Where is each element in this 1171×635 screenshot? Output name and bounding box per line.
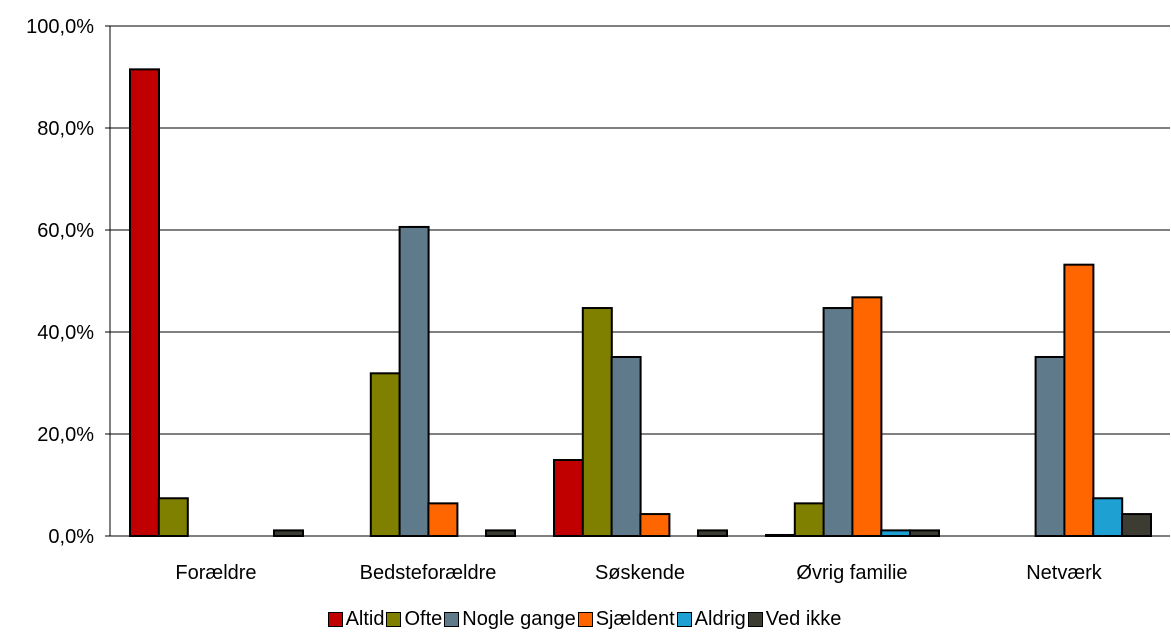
legend: Altid Ofte Nogle gange Sjældent Aldrig Ved ik… [0, 604, 1171, 634]
bar-ved-ikke [909, 529, 940, 538]
bar-nogle-gange [822, 307, 854, 537]
bar-ofte [157, 497, 189, 538]
y-tick-label: 20,0% [37, 424, 94, 446]
bar-nogle-gange [1034, 355, 1066, 537]
y-tick-label: 60,0% [37, 220, 94, 242]
bar-altid [553, 459, 584, 538]
bar-aldrig [1092, 497, 1124, 538]
x-tick-label: Forældre [175, 562, 256, 584]
bar-ofte [369, 372, 401, 537]
legend-swatch [577, 611, 593, 627]
legend-swatch [327, 611, 343, 627]
x-tick-label: Netværk [1026, 562, 1103, 584]
legend-item: Sjældent [577, 607, 675, 631]
bar-chart-svg: 0,0% 20,0% 40,0% 60,0% 80,0% 100,0% Forældre Be… [26, 16, 1170, 584]
bar-nogle-gange [398, 225, 430, 537]
bar-sjældent [1063, 263, 1095, 537]
bar-ved-ikke [485, 529, 516, 538]
bar-nogle-gange [610, 355, 642, 537]
bar-sjældent [851, 296, 883, 537]
legend-swatch [676, 611, 692, 627]
legend-label: Ved ikke [765, 607, 842, 630]
legend-item: Altid [327, 607, 385, 631]
legend-swatch [444, 611, 460, 627]
bar-ofte [793, 502, 825, 537]
legend-swatch [386, 611, 402, 627]
bar-ved-ikke [697, 529, 728, 538]
x-tick-label: Bedsteforældre [360, 562, 497, 584]
bar-ved-ikke [273, 529, 304, 538]
legend-item: Ved ikke [747, 607, 842, 631]
legend-item: Nogle gange [444, 607, 576, 631]
bar-ofte [581, 307, 613, 537]
bar-altid [129, 68, 160, 537]
legend-label: Sjældent [595, 607, 675, 630]
bar-ved-ikke [1121, 513, 1152, 538]
legend-label: Ofte [404, 607, 443, 630]
y-tick-label: 0,0% [48, 526, 94, 548]
legend-label: Nogle gange [462, 607, 576, 630]
legend-label: Altid [345, 607, 385, 630]
x-tick-label: Søskende [595, 562, 685, 584]
x-tick-label: Øvrig familie [796, 562, 907, 584]
bar-sjældent [427, 502, 459, 537]
bar-sjældent [639, 513, 671, 538]
y-tick-label: 80,0% [37, 118, 94, 140]
y-tick-label: 100,0% [26, 16, 94, 38]
legend-swatch [747, 611, 763, 627]
y-tick-label: 40,0% [37, 322, 94, 344]
bar-aldrig [880, 529, 912, 538]
legend-item: Ofte [386, 608, 442, 631]
legend-item: Aldrig [676, 607, 746, 631]
legend-label: Aldrig [694, 607, 746, 630]
